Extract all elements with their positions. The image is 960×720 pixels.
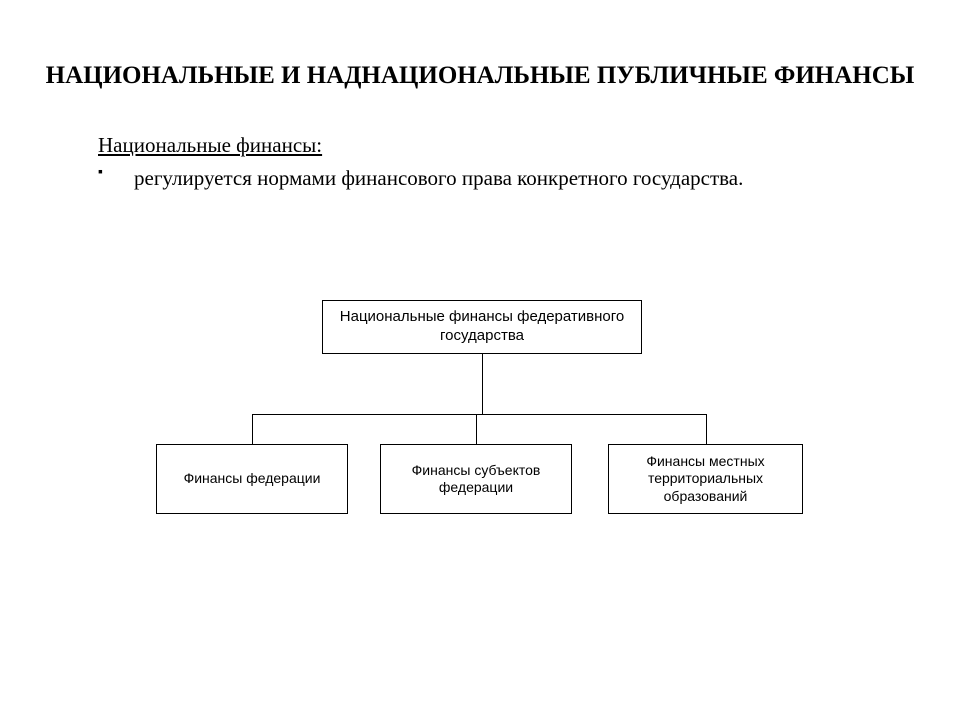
connector-hbar	[252, 414, 706, 415]
root-node: Национальные финансы федеративного госуд…	[322, 300, 642, 354]
hierarchy-diagram: Национальные финансы федеративного госуд…	[0, 300, 960, 620]
bullet-marker: ▪	[98, 164, 134, 180]
child-node-0: Финансы федерации	[156, 444, 348, 514]
connector-child-drop-2	[706, 414, 707, 444]
child-node-2: Финансы местных территориальных образова…	[608, 444, 803, 514]
child-node-1: Финансы субъектов федерации	[380, 444, 572, 514]
connector-child-drop-1	[476, 414, 477, 444]
bullet-text: регулируется нормами финансового права к…	[134, 164, 870, 192]
connector-child-drop-0	[252, 414, 253, 444]
section-heading: Национальные финансы:	[98, 133, 960, 158]
page-title: НАЦИОНАЛЬНЫЕ И НАДНАЦИОНАЛЬНЫЕ ПУБЛИЧНЫЕ…	[0, 0, 960, 93]
bullet-item: ▪ регулируется нормами финансового права…	[98, 164, 870, 192]
connector-root-drop	[482, 354, 483, 414]
